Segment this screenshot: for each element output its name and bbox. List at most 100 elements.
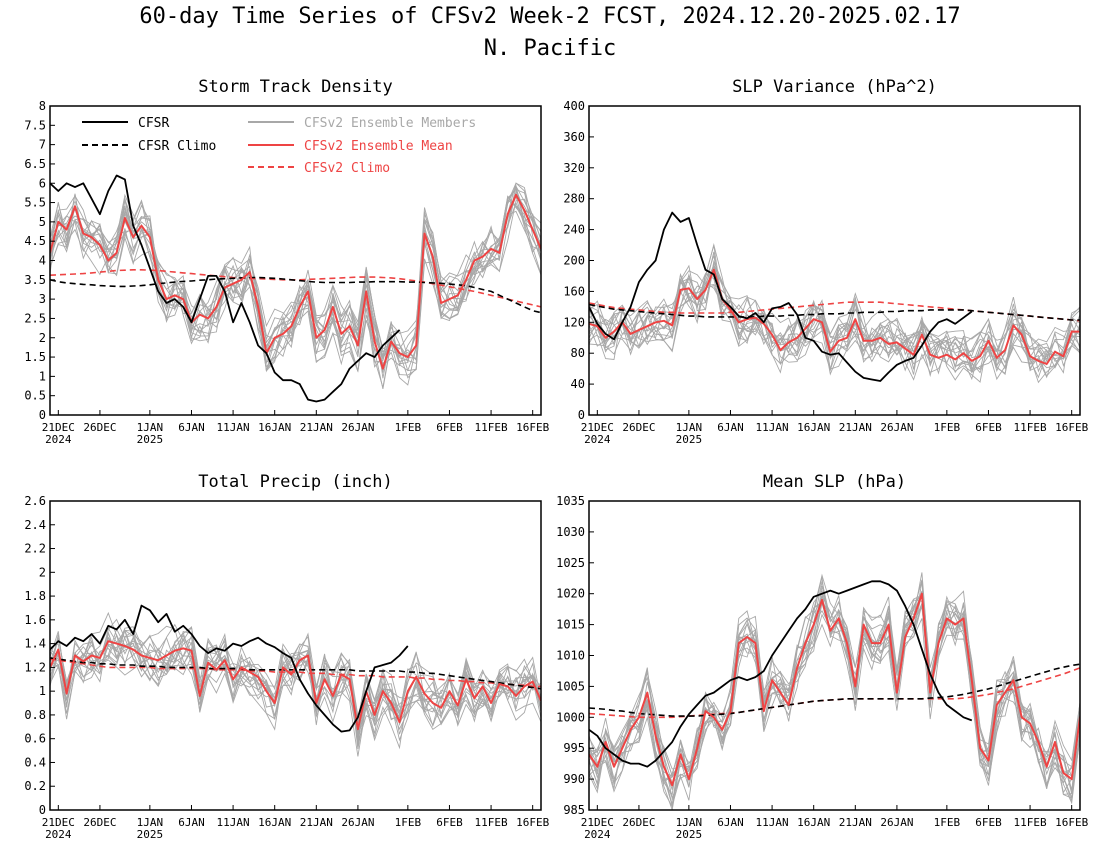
- y-tick-label: 1.6: [24, 613, 46, 627]
- x-tick-label: 11FEB: [1014, 816, 1047, 829]
- ensemble-member-line: [50, 187, 541, 367]
- y-tick-label: 1025: [556, 556, 585, 570]
- series-cfsv2-climo: [50, 658, 541, 688]
- series-cfsr-climo: [50, 276, 541, 314]
- x-tick-label: 26JAN: [880, 421, 913, 434]
- y-tick-label: 6: [39, 176, 46, 190]
- series-cfsr: [50, 604, 409, 733]
- y-tick-label: 1.4: [24, 637, 46, 651]
- y-tick-label: 120: [563, 315, 585, 329]
- plot-area: [50, 604, 541, 757]
- ensemble-member-line: [589, 273, 1080, 383]
- chart-subtitle: N. Pacific: [483, 36, 617, 61]
- y-tick-label: 200: [563, 254, 585, 268]
- x-tick-label: 6FEB: [975, 816, 1002, 829]
- x-tick-label: 1FEB: [395, 421, 422, 434]
- y-tick-label: 7.5: [24, 118, 46, 132]
- y-tick-label: 360: [563, 130, 585, 144]
- ensemble-member-line: [50, 626, 541, 744]
- x-tick-label: 11JAN: [217, 421, 250, 434]
- y-tick-label: 4: [39, 254, 46, 268]
- ensemble-member-line: [50, 198, 541, 363]
- plot-area: [589, 572, 1080, 810]
- y-tick-label: 2.6: [24, 494, 46, 508]
- plot-area: [589, 211, 1080, 384]
- ensemble-members: [50, 611, 541, 757]
- y-tick-label: 2: [39, 331, 46, 345]
- plot-frame: [49, 500, 542, 811]
- y-tick-label: 7: [39, 138, 46, 152]
- x-tick-label: 21DEC: [42, 816, 75, 829]
- panel-title: SLP Variance (hPa^2): [732, 77, 937, 97]
- x-tick-label: 6FEB: [975, 421, 1002, 434]
- x-tick-label: 26JAN: [341, 421, 374, 434]
- series-cfsv2-climo: [589, 667, 1080, 719]
- x-tick-label: 21DEC: [581, 421, 614, 434]
- ensemble-member-line: [589, 608, 1080, 798]
- x-tick-label: 21JAN: [300, 421, 333, 434]
- x-tick-label: 1JAN: [137, 816, 164, 829]
- y-tick-label: 2.5: [24, 311, 46, 325]
- series-cfsr: [50, 174, 401, 403]
- y-tick-label: 240: [563, 223, 585, 237]
- y-tick-label: 1030: [556, 525, 585, 539]
- y-tick-label: 1035: [556, 494, 585, 508]
- chart-title: 60-day Time Series of CFSv2 Week-2 FCST,…: [139, 4, 961, 29]
- ensemble-member-line: [589, 245, 1080, 374]
- y-tick-label: 0: [39, 803, 46, 817]
- x-tick-label: 21DEC: [42, 421, 75, 434]
- x-tick-label: 21DEC: [581, 816, 614, 829]
- legend-label: CFSR: [138, 116, 169, 131]
- y-tick-label: 3: [39, 292, 46, 306]
- x-tick-label: 6FEB: [436, 816, 463, 829]
- x-tick-label: 26JAN: [880, 816, 913, 829]
- panel-2: SLP Variance (hPa^2) 0 40 80 120 160 200 240 280…: [563, 77, 1088, 446]
- y-tick-label: 1.5: [24, 350, 46, 364]
- x-tick-label: 26DEC: [83, 816, 116, 829]
- series-cfsv2-ensemble-mean: [50, 640, 541, 731]
- x-tick-label: 21JAN: [300, 816, 333, 829]
- x-tick-label: 1JAN: [676, 816, 703, 829]
- y-tick-label: 0.5: [24, 389, 46, 403]
- y-tick-label: 3.5: [24, 273, 46, 287]
- x-tick-label: 6JAN: [178, 421, 205, 434]
- ensemble-members: [589, 572, 1080, 810]
- y-tick-label: 80: [571, 346, 585, 360]
- x-tick-label: 1JAN: [676, 421, 703, 434]
- plot-frame: [49, 105, 542, 416]
- y-tick-label: 5: [39, 215, 46, 229]
- y-tick-label: 0.6: [24, 732, 46, 746]
- y-tick-label: 2.2: [24, 542, 46, 556]
- y-tick-label: 1.2: [24, 660, 46, 674]
- ensemble-member-line: [50, 188, 541, 388]
- y-tick-label: 1: [39, 369, 46, 383]
- x-tick-label: 26JAN: [341, 816, 374, 829]
- panel-4: Mean SLP (hPa) 985 990 995 1000 1005 1010 1015 1…: [556, 472, 1089, 841]
- panel-title: Total Precip (inch): [198, 472, 392, 492]
- x-tick-label: 21JAN: [839, 816, 872, 829]
- y-tick-label: 2.4: [24, 518, 46, 532]
- x-tick-label: 16FEB: [516, 421, 549, 434]
- y-tick-label: 0: [39, 408, 46, 422]
- series-cfsv2-ensemble-mean: [589, 592, 1080, 787]
- series-cfsv2-climo: [50, 268, 541, 308]
- panel-3: Total Precip (inch) 0 0.2 0.4 0.6 0.8 1 1.2 1.4 1…: [24, 472, 549, 841]
- x-tick-label: 26DEC: [622, 816, 655, 829]
- y-tick-label: 0: [578, 408, 585, 422]
- series-cfsr: [589, 580, 973, 768]
- x-tick-label: 11JAN: [756, 421, 789, 434]
- x-tick-label: 1FEB: [395, 816, 422, 829]
- x-tick-label: 1FEB: [934, 421, 961, 434]
- series-cfsr: [589, 211, 973, 382]
- y-tick-label: 2: [39, 565, 46, 579]
- x-tick-label: 16JAN: [797, 816, 830, 829]
- x-tick-label: 16JAN: [258, 816, 291, 829]
- x-tick-label: 1FEB: [934, 816, 961, 829]
- y-tick-label: 0.8: [24, 708, 46, 722]
- x-tick-label: 11FEB: [475, 816, 508, 829]
- y-tick-label: 280: [563, 192, 585, 206]
- x-tick-sublabel: 2025: [137, 828, 164, 841]
